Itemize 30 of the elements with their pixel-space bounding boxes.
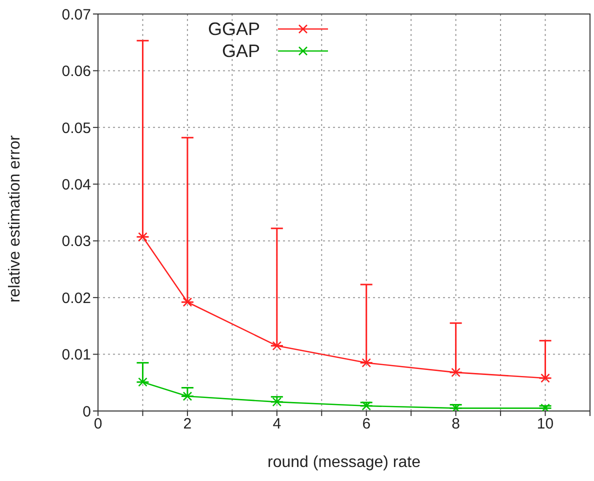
legend-label: GAP (222, 40, 260, 62)
y-tick-label: 0.02 (62, 290, 91, 307)
x-axis-title: round (message) rate (268, 454, 421, 471)
x-tick-label: 8 (452, 416, 460, 433)
point (362, 358, 372, 368)
legend-label: GGAP (208, 18, 260, 40)
point (540, 404, 550, 411)
point (272, 341, 282, 350)
x-tick-label: 0 (94, 416, 102, 433)
x-tick-label: 2 (183, 416, 192, 433)
point (540, 373, 550, 383)
y-tick-label: 0.07 (62, 6, 91, 24)
point (451, 368, 460, 378)
point (451, 404, 460, 411)
point (272, 397, 282, 407)
y-axis-title: relative estimation error (6, 134, 24, 302)
x-tick-label: 10 (536, 416, 554, 433)
y-tick-label: 0 (82, 403, 91, 420)
y-tick-label: 0.06 (62, 63, 91, 80)
point (182, 297, 192, 307)
y-tick-label: 0.01 (62, 346, 91, 364)
y-tick-label: 0.04 (62, 176, 91, 194)
point (138, 377, 148, 387)
point (362, 401, 372, 411)
y-tick-label: 0.03 (62, 233, 91, 250)
y-tick-label: 0.05 (62, 120, 91, 137)
x-tick-label: 6 (362, 416, 371, 433)
point (138, 232, 148, 242)
point (182, 392, 192, 401)
x-tick-label: 4 (272, 416, 282, 433)
